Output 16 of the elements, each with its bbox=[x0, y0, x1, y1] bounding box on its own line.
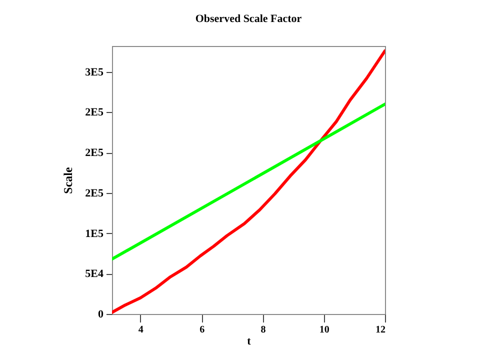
y-tick-label: 1E5 bbox=[85, 228, 104, 240]
x-tick-label: 10 bbox=[319, 324, 330, 336]
y-tick-label: 2E5 bbox=[85, 106, 104, 119]
line-series bbox=[112, 49, 385, 314]
y-tick-label: 0 bbox=[98, 308, 104, 320]
y-tick-label: 3E5 bbox=[85, 66, 104, 78]
x-tick-label: 6 bbox=[200, 324, 205, 336]
x-tick-label: 4 bbox=[138, 324, 144, 336]
x-tick-label: 12 bbox=[376, 324, 386, 336]
y-tick-label: 2E5 bbox=[85, 147, 104, 160]
y-tick-label: 2E5 bbox=[85, 187, 104, 200]
x-axis-title: t bbox=[247, 336, 252, 348]
y-axis-title: Scale bbox=[61, 166, 76, 194]
x-tick-label: 8 bbox=[260, 324, 266, 336]
chart-title: Observed Scale Factor bbox=[195, 13, 302, 25]
y-tick-label: 5E4 bbox=[85, 268, 104, 280]
